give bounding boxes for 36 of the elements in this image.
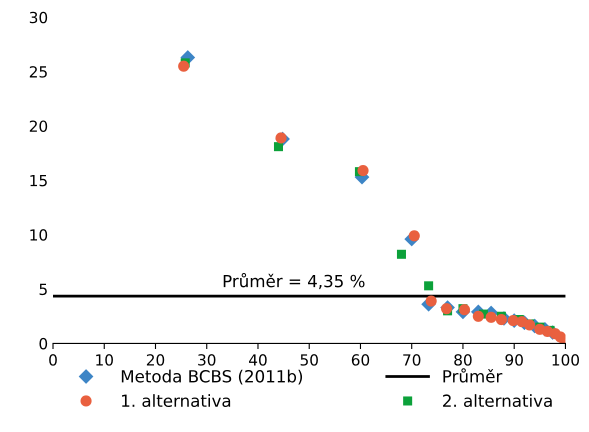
point: [486, 312, 497, 323]
x-tick-label: 20: [146, 354, 164, 366]
point: [178, 60, 190, 72]
point: [472, 310, 484, 322]
x-tick-label: 10: [96, 354, 113, 366]
point: [441, 303, 452, 314]
legend-label: Metoda BCBS (2011b): [122, 370, 302, 385]
y-tick-label: 10: [30, 229, 48, 241]
y-tick-label: 20: [30, 120, 48, 132]
point: [357, 165, 369, 176]
x-tick-label: 0: [49, 354, 57, 366]
point: [274, 142, 283, 152]
x-tick-label: 100: [552, 354, 580, 366]
legend-label: Průměr: [443, 368, 502, 383]
point: [424, 281, 434, 290]
legend-label: 2. alternativa: [443, 394, 552, 408]
point: [426, 295, 437, 307]
x-tick-label: 50: [300, 354, 318, 366]
point: [275, 132, 287, 144]
x-tick-label: 30: [198, 354, 216, 366]
y-tick-label: 25: [30, 66, 47, 78]
x-tick-label: 60: [352, 354, 370, 366]
point: [458, 304, 470, 316]
x-tick-label: 90: [505, 354, 523, 366]
point: [396, 250, 406, 259]
x-tick-label: 40: [249, 354, 267, 366]
y-tick-label: 30: [30, 12, 48, 24]
x-tick-label: 80: [454, 354, 472, 366]
point: [496, 314, 507, 326]
y-tick-label: 15: [30, 175, 47, 186]
annotation: Průměr = 4,35 %: [224, 272, 365, 290]
point: [524, 319, 536, 331]
x-tick-label: 70: [403, 354, 420, 366]
y-tick-label: 0: [39, 338, 48, 350]
legend-label: 1. alternativa: [122, 394, 230, 408]
y-tick-label: 5: [40, 284, 47, 296]
